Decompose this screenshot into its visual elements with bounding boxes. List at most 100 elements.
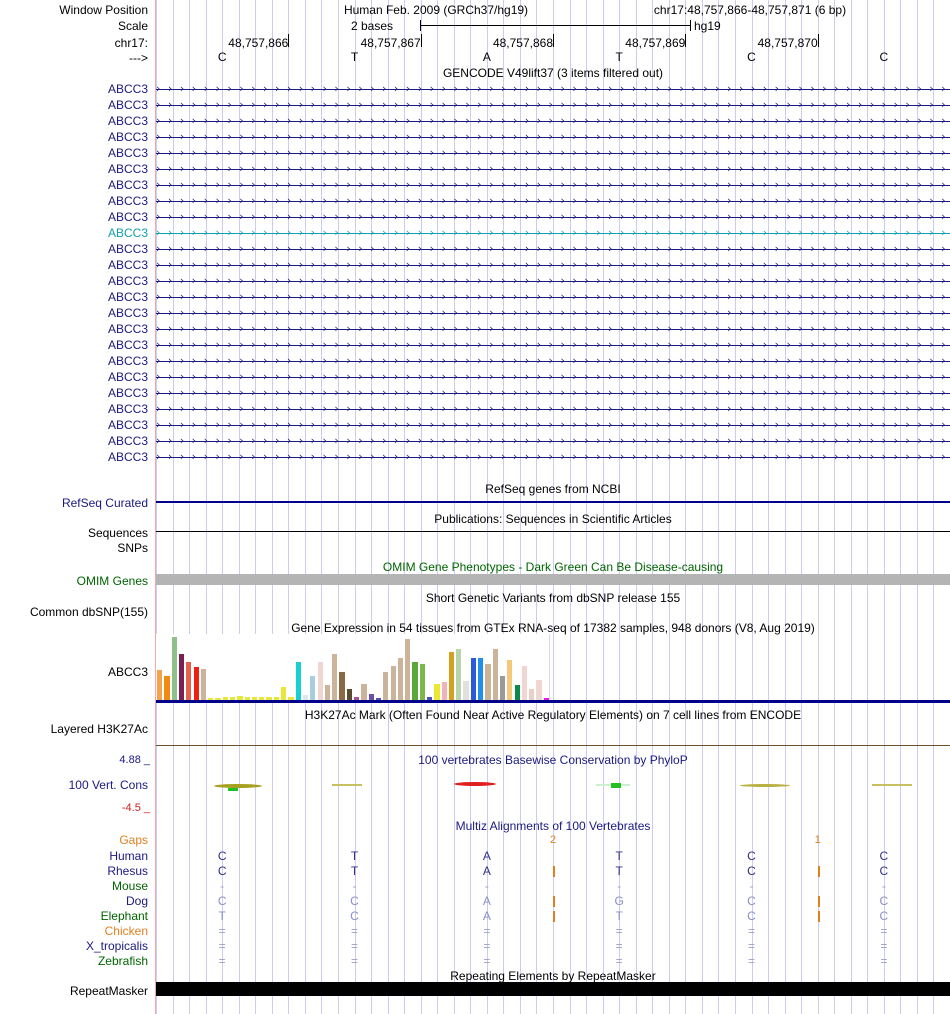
gtex-gene-label[interactable]: ABCC3 xyxy=(107,665,148,679)
multiz-species-name[interactable]: Human xyxy=(109,849,148,863)
gencode-gene-label[interactable]: ABCC3 xyxy=(107,146,148,160)
gencode-gene-label[interactable]: ABCC3 xyxy=(107,162,148,176)
gtex-tissue-bar[interactable] xyxy=(157,669,163,700)
gencode-gene-label[interactable]: ABCC3 xyxy=(107,290,148,304)
gencode-transcript-row[interactable]: › › › › › › › › › › › › › › › › › › › › … xyxy=(156,129,950,145)
gtex-tissue-bar[interactable] xyxy=(426,696,433,700)
gtex-tissue-bar[interactable] xyxy=(208,698,214,700)
gtex-tissue-bar[interactable] xyxy=(310,676,316,700)
publications-snps-label[interactable]: SNPs xyxy=(117,541,148,555)
gencode-transcript-row[interactable]: › › › › › › › › › › › › › › › › › › › › … xyxy=(156,401,950,417)
publications-feature-line[interactable] xyxy=(156,531,950,532)
gtex-tissue-bar[interactable] xyxy=(302,694,309,700)
gtex-tissue-bar[interactable] xyxy=(178,653,185,700)
multiz-species-name[interactable]: Elephant xyxy=(100,909,148,923)
gtex-tissue-bar[interactable] xyxy=(434,683,440,700)
gencode-gene-label[interactable]: ABCC3 xyxy=(107,402,148,416)
gtex-tissue-bar[interactable] xyxy=(229,696,236,700)
gtex-tissue-bar[interactable] xyxy=(317,661,323,700)
gtex-tissue-bar[interactable] xyxy=(222,697,228,700)
gtex-tissue-bar[interactable] xyxy=(200,668,207,700)
gtex-tissue-bar[interactable] xyxy=(448,652,455,700)
gencode-transcript-row[interactable]: › › › › › › › › › › › › › › › › › › › › … xyxy=(156,289,950,305)
gtex-tissue-bar[interactable] xyxy=(543,698,549,700)
gtex-expression-barchart[interactable] xyxy=(156,634,550,700)
conservation-label[interactable]: 100 Vert. Cons xyxy=(68,778,148,792)
dbsnp-label[interactable]: Common dbSNP(155) xyxy=(29,605,148,619)
refseq-label[interactable]: RefSeq Curated xyxy=(61,496,148,510)
gencode-gene-label[interactable]: ABCC3 xyxy=(107,274,148,288)
gtex-tissue-bar[interactable] xyxy=(259,696,265,700)
gencode-gene-label[interactable]: ABCC3 xyxy=(107,450,148,464)
gtex-tissue-bar[interactable] xyxy=(478,658,484,700)
omim-gene-bar[interactable] xyxy=(156,574,950,585)
gtex-tissue-bar[interactable] xyxy=(171,636,177,700)
gtex-tissue-bar[interactable] xyxy=(463,680,469,700)
gtex-tissue-bar[interactable] xyxy=(346,688,352,700)
gencode-transcript-row[interactable]: › › › › › › › › › › › › › › › › › › › › … xyxy=(156,225,950,241)
gtex-tissue-bar[interactable] xyxy=(412,661,418,700)
gtex-tissue-bar[interactable] xyxy=(470,658,476,700)
gtex-tissue-bar[interactable] xyxy=(507,659,513,700)
gtex-tissue-bar[interactable] xyxy=(492,649,498,700)
gtex-tissue-bar[interactable] xyxy=(193,667,199,700)
gencode-transcript-row[interactable]: › › › › › › › › › › › › › › › › › › › › … xyxy=(156,241,950,257)
gencode-transcript-row[interactable]: › › › › › › › › › › › › › › › › › › › › … xyxy=(156,81,950,97)
gtex-tissue-bar[interactable] xyxy=(237,696,243,700)
gtex-tissue-bar[interactable] xyxy=(456,649,462,700)
gtex-tissue-bar[interactable] xyxy=(368,694,374,700)
gencode-gene-label[interactable]: ABCC3 xyxy=(107,434,148,448)
gencode-gene-label[interactable]: ABCC3 xyxy=(107,322,148,336)
repeatmasker-label[interactable]: RepeatMasker xyxy=(69,984,148,998)
gencode-transcript-row[interactable]: › › › › › › › › › › › › › › › › › › › › … xyxy=(156,113,950,129)
gencode-gene-label[interactable]: ABCC3 xyxy=(107,242,148,256)
omim-genes-label[interactable]: OMIM Genes xyxy=(76,574,148,588)
gtex-tissue-bar[interactable] xyxy=(529,689,535,700)
gencode-transcript-row[interactable]: › › › › › › › › › › › › › › › › › › › › … xyxy=(156,353,950,369)
gtex-tissue-bar[interactable] xyxy=(273,697,279,700)
refseq-feature-line[interactable] xyxy=(156,501,950,503)
gtex-tissue-bar[interactable] xyxy=(397,658,404,700)
gencode-gene-label[interactable]: ABCC3 xyxy=(107,82,148,96)
gtex-tissue-bar[interactable] xyxy=(536,680,542,700)
gtex-tissue-bar[interactable] xyxy=(288,696,294,700)
gencode-gene-label[interactable]: ABCC3 xyxy=(107,370,148,384)
gencode-transcript-row[interactable]: › › › › › › › › › › › › › › › › › › › › … xyxy=(156,273,950,289)
gencode-transcript-row[interactable]: › › › › › › › › › › › › › › › › › › › › … xyxy=(156,145,950,161)
gtex-tissue-bar[interactable] xyxy=(390,665,396,700)
gencode-transcript-row[interactable]: › › › › › › › › › › › › › › › › › › › › … xyxy=(156,193,950,209)
gtex-tissue-bar[interactable] xyxy=(324,685,331,700)
gencode-gene-label[interactable]: ABCC3 xyxy=(107,114,148,128)
gtex-tissue-bar[interactable] xyxy=(499,676,506,700)
gencode-transcript-row[interactable]: › › › › › › › › › › › › › › › › › › › › … xyxy=(156,161,950,177)
gencode-transcript-row[interactable]: › › › › › › › › › › › › › › › › › › › › … xyxy=(156,337,950,353)
gencode-transcript-row[interactable]: › › › › › › › › › › › › › › › › › › › › … xyxy=(156,177,950,193)
multiz-species-name[interactable]: Mouse xyxy=(111,879,148,893)
multiz-species-name[interactable]: Rhesus xyxy=(107,864,148,878)
gencode-gene-label[interactable]: ABCC3 xyxy=(107,194,148,208)
gtex-tissue-bar[interactable] xyxy=(295,661,301,700)
multiz-species-name[interactable]: Dog xyxy=(125,894,148,908)
gencode-gene-label[interactable]: ABCC3 xyxy=(107,258,148,272)
gtex-tissue-bar[interactable] xyxy=(332,653,338,700)
gtex-tissue-bar[interactable] xyxy=(251,697,258,700)
gencode-transcript-row[interactable]: › › › › › › › › › › › › › › › › › › › › … xyxy=(156,305,950,321)
gtex-tissue-bar[interactable] xyxy=(419,663,425,700)
gencode-transcript-row[interactable]: › › › › › › › › › › › › › › › › › › › › … xyxy=(156,209,950,225)
gtex-tissue-bar[interactable] xyxy=(405,639,411,700)
gencode-transcript-row[interactable]: › › › › › › › › › › › › › › › › › › › › … xyxy=(156,321,950,337)
gencode-gene-label[interactable]: ABCC3 xyxy=(107,178,148,192)
gtex-tissue-bar[interactable] xyxy=(514,684,520,700)
gtex-tissue-bar[interactable] xyxy=(244,696,250,700)
publications-sequences-label[interactable]: Sequences xyxy=(87,526,148,540)
gtex-tissue-bar[interactable] xyxy=(339,672,345,700)
gencode-gene-label[interactable]: ABCC3 xyxy=(107,306,148,320)
gtex-tissue-bar[interactable] xyxy=(361,683,367,700)
gencode-gene-label[interactable]: ABCC3 xyxy=(107,338,148,352)
gencode-transcript-row[interactable]: › › › › › › › › › › › › › › › › › › › › … xyxy=(156,385,950,401)
repeatmasker-bar[interactable] xyxy=(156,982,950,996)
gtex-tissue-bar[interactable] xyxy=(266,696,272,700)
gencode-gene-label[interactable]: ABCC3 xyxy=(107,418,148,432)
gencode-gene-label[interactable]: ABCC3 xyxy=(107,354,148,368)
gencode-gene-label[interactable]: ABCC3 xyxy=(107,98,148,112)
